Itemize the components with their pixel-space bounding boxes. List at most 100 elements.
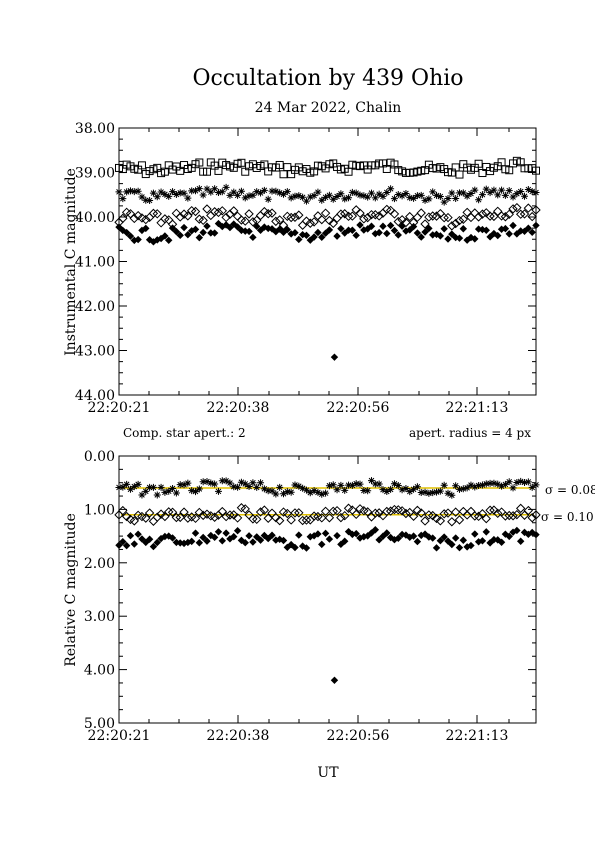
diamond-marker xyxy=(347,211,358,221)
diamond-marker xyxy=(431,211,442,221)
diamond-marker xyxy=(290,508,300,518)
asterisk-marker xyxy=(199,478,207,486)
diamond-marker xyxy=(340,510,350,521)
diamond-marker xyxy=(359,505,369,516)
asterisk-marker xyxy=(371,480,379,488)
filled-diamond-marker xyxy=(459,536,468,544)
asterisk-marker xyxy=(375,480,383,488)
diamond-marker xyxy=(194,214,205,224)
diamond-marker xyxy=(527,211,537,222)
asterisk-marker xyxy=(264,487,272,495)
filled-diamond-marker xyxy=(187,537,196,546)
y-tick-label: 38.00 xyxy=(75,121,115,137)
comp-star-note: Comp. star apert.: 2 xyxy=(123,426,246,440)
y-tick-label: 43.00 xyxy=(75,344,115,360)
diamond-marker xyxy=(156,509,166,519)
diamond-marker xyxy=(374,211,384,221)
asterisk-marker xyxy=(149,483,157,491)
filled-diamond-marker xyxy=(425,224,433,233)
filled-diamond-marker xyxy=(149,542,158,551)
filled-diamond-marker xyxy=(134,530,142,538)
diamond-marker xyxy=(420,219,430,229)
asterisk-marker xyxy=(433,488,441,496)
asterisk-marker xyxy=(192,187,200,195)
asterisk-marker xyxy=(444,489,452,497)
diamond-marker xyxy=(439,509,449,519)
diamond-marker xyxy=(141,513,151,523)
page-subtitle: 24 Mar 2022, Chalin xyxy=(255,100,402,116)
filled-diamond-marker xyxy=(532,221,540,230)
asterisk-marker xyxy=(482,185,490,193)
filled-diamond-marker xyxy=(195,539,204,547)
filled-diamond-marker xyxy=(444,537,452,545)
asterisk-marker xyxy=(226,479,234,487)
diamond-marker xyxy=(416,208,426,218)
diamond-marker xyxy=(255,210,266,221)
asterisk-marker xyxy=(383,488,391,496)
filled-diamond-marker xyxy=(375,536,383,544)
asterisk-marker xyxy=(310,487,318,495)
diamond-marker xyxy=(317,513,327,523)
filled-diamond-marker xyxy=(245,532,253,540)
filled-diamond-marker xyxy=(444,235,452,243)
diamond-marker xyxy=(160,214,170,224)
asterisk-marker xyxy=(345,194,353,202)
asterisk-marker xyxy=(463,484,471,492)
asterisk-marker xyxy=(249,479,257,487)
y-tick-label: 41.00 xyxy=(75,255,115,271)
asterisk-marker xyxy=(367,477,375,485)
asterisk-marker xyxy=(486,189,494,197)
asterisk-marker xyxy=(314,488,322,496)
filled-diamond-marker xyxy=(440,225,448,233)
asterisk-marker xyxy=(501,191,509,199)
filled-diamond-marker xyxy=(122,541,131,550)
filled-diamond-marker xyxy=(249,538,257,546)
filled-diamond-marker xyxy=(383,529,391,537)
asterisk-marker xyxy=(528,483,536,491)
asterisk-marker xyxy=(302,197,310,205)
asterisk-marker xyxy=(406,488,414,496)
diamond-marker xyxy=(175,512,185,523)
diamond-marker xyxy=(343,503,354,513)
filled-diamond-marker xyxy=(532,530,540,539)
diamond-marker xyxy=(317,214,327,225)
top-data-points xyxy=(114,156,541,361)
filled-diamond-marker xyxy=(195,233,204,242)
asterisk-marker xyxy=(318,490,326,498)
asterisk-marker xyxy=(260,485,268,493)
asterisk-marker xyxy=(390,480,398,488)
diamond-marker xyxy=(340,209,350,219)
diamond-marker xyxy=(271,216,281,227)
filled-diamond-marker xyxy=(451,534,460,542)
asterisk-marker xyxy=(134,187,142,195)
asterisk-marker xyxy=(207,188,215,196)
asterisk-marker xyxy=(436,193,444,201)
diamond-marker xyxy=(370,508,381,518)
diamond-marker xyxy=(450,507,461,517)
asterisk-marker xyxy=(161,190,169,198)
asterisk-marker xyxy=(218,188,226,196)
diamond-marker xyxy=(248,217,258,227)
filled-diamond-marker xyxy=(245,227,253,236)
filled-diamond-marker xyxy=(421,228,429,236)
diamond-marker xyxy=(427,211,438,221)
diamond-marker xyxy=(420,516,430,526)
asterisk-marker xyxy=(467,481,475,489)
filled-diamond-marker xyxy=(142,224,150,233)
asterisk-marker xyxy=(471,483,479,491)
asterisk-marker xyxy=(352,189,360,197)
filled-diamond-marker xyxy=(230,532,238,541)
diamond-marker xyxy=(393,216,403,227)
filled-diamond-marker xyxy=(260,531,269,540)
filled-diamond-marker xyxy=(356,221,364,229)
filled-diamond-marker xyxy=(295,531,303,539)
filled-diamond-marker xyxy=(409,222,418,231)
y-tick-label: 1.00 xyxy=(84,502,115,518)
asterisk-marker xyxy=(318,196,326,204)
asterisk-marker xyxy=(165,487,173,495)
filled-diamond-marker xyxy=(406,226,414,234)
asterisk-marker xyxy=(532,189,540,197)
diamond-marker xyxy=(447,221,457,231)
diamond-marker xyxy=(343,211,354,222)
diamond-marker xyxy=(527,513,537,523)
